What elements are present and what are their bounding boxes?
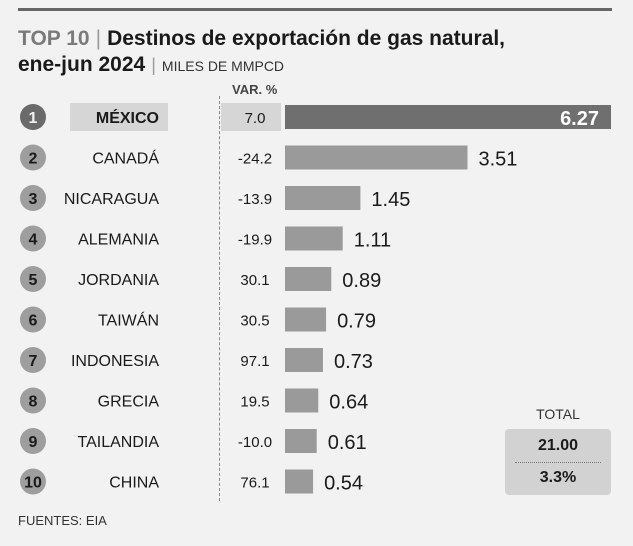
rank-number: 4 — [29, 232, 38, 249]
country-label: MÉXICO — [96, 108, 159, 127]
var-pct-label: -24.2 — [238, 151, 272, 168]
country-label: NICARAGUA — [64, 191, 159, 208]
title-separator: | — [95, 27, 102, 50]
chart-subtitle: ene-jun 2024 — [18, 53, 146, 76]
data-label: 1.11 — [354, 230, 391, 252]
rank-number: 8 — [29, 394, 38, 411]
country-label: GRECIA — [98, 394, 160, 411]
total-divider — [515, 462, 601, 463]
unit-label: MILES DE MMPCD — [161, 58, 285, 74]
bar — [285, 388, 319, 413]
data-label: 3.51 — [478, 149, 517, 171]
var-pct-label: -13.9 — [238, 191, 272, 208]
var-pct-label: 19.5 — [240, 394, 269, 411]
country-label: CHINA — [109, 475, 159, 492]
highlight-var-bg — [221, 103, 281, 131]
bar — [285, 145, 468, 170]
var-column-header: VAR. % — [232, 82, 278, 97]
rank-number: 7 — [29, 353, 38, 370]
country-label: CANADÁ — [92, 149, 159, 168]
country-label: JORDANIA — [78, 272, 159, 289]
var-pct-label: 7.0 — [245, 110, 266, 127]
rank-circle — [20, 225, 46, 252]
data-label: 1.45 — [371, 189, 410, 211]
title-line: TOP 10 | Destinos de exportación de gas na… — [18, 26, 618, 52]
highlight-label-bg — [70, 103, 168, 131]
top-label: TOP 10 — [18, 27, 90, 50]
var-pct-label: 30.5 — [240, 313, 269, 330]
top-rule — [18, 8, 612, 11]
country-label: TAIWÁN — [98, 311, 159, 330]
data-label: 0.73 — [334, 351, 373, 373]
bar — [285, 348, 323, 372]
total-value: 21.00 — [537, 437, 579, 454]
var-pct-label: -19.9 — [238, 232, 272, 249]
chart-title: Destinos de exportación de gas natural, — [107, 27, 506, 50]
var-pct-label: 76.1 — [240, 475, 269, 492]
chart-header: TOP 10 | Destinos de exportación de gas na… — [18, 26, 618, 79]
rank-number: 6 — [29, 313, 38, 330]
rank-circle — [20, 306, 46, 333]
bar — [285, 469, 314, 494]
rank-circle — [20, 185, 46, 211]
data-label: 0.61 — [328, 432, 367, 454]
rank-circle — [20, 266, 46, 292]
bar — [285, 267, 332, 291]
bar — [285, 226, 343, 251]
column-divider — [219, 96, 220, 501]
data-label: 0.89 — [342, 270, 381, 292]
rank-circle — [20, 144, 46, 171]
total-var: 3.3% — [539, 469, 577, 486]
rank-number: 2 — [29, 151, 38, 168]
var-pct-label: 97.1 — [240, 353, 269, 370]
bar — [285, 105, 611, 129]
data-label: 0.79 — [337, 311, 376, 333]
rank-number: 5 — [29, 272, 38, 289]
subtitle-line: ene-jun 2024 | MILES DE MMPCD — [18, 52, 618, 79]
country-label: INDONESIA — [71, 353, 159, 370]
var-pct-label: 30.1 — [240, 272, 269, 289]
country-label: ALEMANIA — [78, 232, 159, 249]
rank-circle — [20, 387, 46, 414]
rank-number: 1 — [29, 110, 38, 127]
rank-circle — [20, 347, 46, 373]
data-label: 6.27 — [560, 108, 599, 130]
bar — [285, 307, 327, 332]
var-pct-label: -10.0 — [238, 434, 272, 451]
data-label: 0.64 — [329, 392, 368, 414]
data-label: 0.54 — [324, 473, 363, 495]
source-footer: FUENTES: EIA — [18, 513, 107, 528]
bar — [285, 186, 361, 210]
country-label: TAILANDIA — [78, 434, 160, 451]
rank-number: 3 — [29, 191, 38, 208]
subtitle-separator: | — [151, 55, 156, 75]
rank-circle — [20, 468, 46, 495]
rank-circle — [20, 104, 46, 130]
bar — [285, 429, 317, 453]
rank-number: 10 — [24, 475, 42, 492]
rank-circle — [20, 428, 46, 454]
total-label: TOTAL — [536, 406, 580, 422]
total-box: 21.00 3.3% — [505, 429, 611, 495]
rank-number: 9 — [29, 434, 38, 451]
